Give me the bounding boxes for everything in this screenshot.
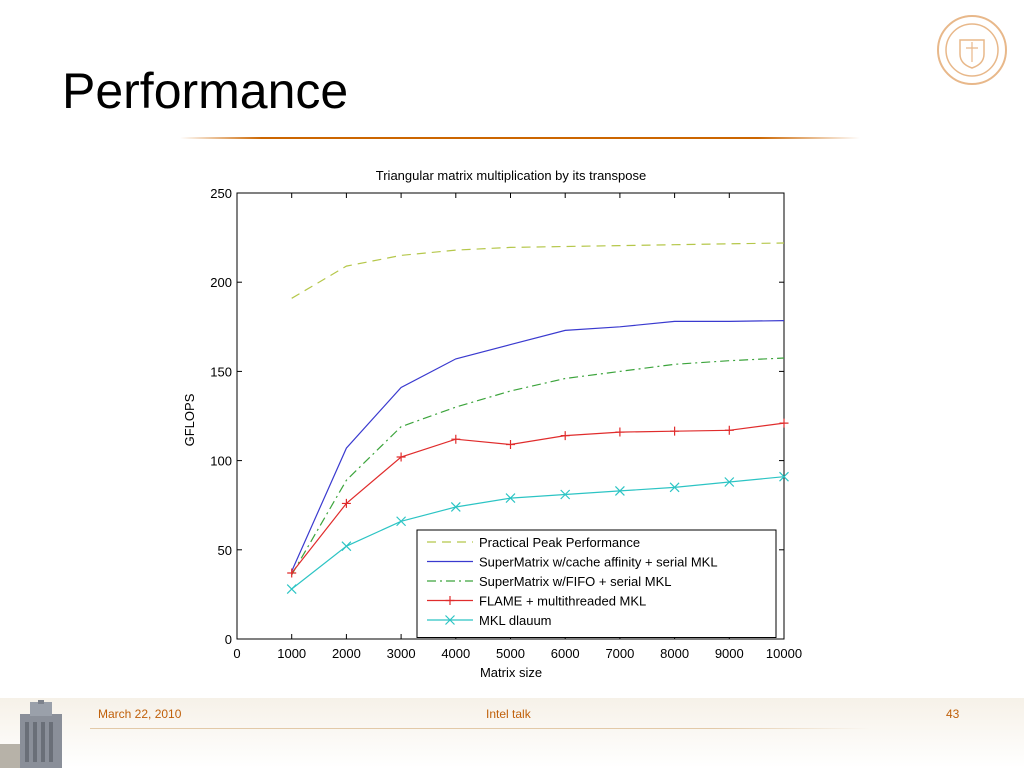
university-seal-icon (937, 15, 1007, 85)
legend-label: Practical Peak Performance (479, 535, 640, 550)
series-marker (779, 418, 789, 428)
y-tick-label: 150 (210, 364, 232, 379)
series-marker (670, 426, 680, 436)
x-tick-label: 10000 (766, 646, 802, 661)
series-marker (286, 584, 297, 594)
x-tick-label: 5000 (496, 646, 525, 661)
y-tick-label: 250 (210, 186, 232, 201)
x-tick-label: 2000 (332, 646, 361, 661)
x-tick-label: 1000 (277, 646, 306, 661)
series-marker (450, 502, 461, 512)
legend: Practical Peak Performance SuperMatrix w/… (416, 529, 777, 638)
x-tick-label: 7000 (605, 646, 634, 661)
tower-icon (0, 700, 62, 768)
chart-svg: Triangular matrix multiplication by its … (182, 168, 802, 680)
footer-divider (90, 728, 870, 729)
footer-band (0, 698, 1024, 768)
chart-title: Triangular matrix multiplication by its … (376, 168, 646, 183)
axes: 0 1000 2000 3000 4000 5000 6000 7000 8000 9000 100… (210, 186, 802, 661)
footer-title: Intel talk (486, 707, 531, 721)
series-marker (560, 489, 571, 500)
y-tick-label: 200 (210, 275, 232, 290)
legend-label: MKL dlauum (479, 613, 552, 628)
x-tick-label: 4000 (441, 646, 470, 661)
series-line (291, 320, 785, 572)
x-tick-label: 3000 (387, 646, 416, 661)
legend-marker (445, 615, 455, 625)
legend-label: SuperMatrix w/cache affinity + serial MK… (479, 555, 718, 570)
series-marker (506, 440, 515, 450)
x-tick-label: 0 (233, 646, 240, 661)
title-divider (180, 137, 860, 139)
series-line (291, 242, 785, 299)
footer-date: March 22, 2010 (98, 707, 182, 721)
x-tick-label: 6000 (551, 646, 580, 661)
slide-title: Performance (62, 63, 349, 119)
y-axis-label: GFLOPS (182, 393, 197, 446)
page-number: 43 (946, 707, 960, 721)
series-marker (341, 541, 352, 552)
series-marker (779, 471, 789, 482)
series-line (291, 357, 785, 576)
series-lines (286, 242, 789, 594)
series-marker (341, 498, 351, 508)
series-marker (724, 425, 734, 435)
series-marker (669, 482, 680, 493)
chart: Triangular matrix multiplication by its … (160, 160, 820, 688)
legend-label: SuperMatrix w/FIFO + serial MKL (479, 574, 672, 589)
series-marker (560, 431, 570, 441)
series-marker (615, 427, 625, 437)
series-marker (396, 452, 406, 462)
series-line (291, 422, 785, 574)
y-tick-label: 50 (218, 543, 232, 558)
x-tick-label: 9000 (715, 646, 744, 661)
y-tick-label: 0 (225, 632, 232, 647)
series-marker (287, 568, 297, 578)
series-line (291, 476, 785, 590)
series-marker (724, 477, 735, 487)
series-marker (451, 434, 461, 444)
legend-marker (445, 596, 455, 605)
legend-box (416, 529, 777, 638)
series-marker (614, 486, 625, 496)
series-marker (396, 516, 407, 527)
x-axis-label: Matrix size (480, 665, 542, 680)
y-tick-label: 100 (210, 454, 232, 469)
series-marker (505, 493, 516, 503)
x-tick-label: 8000 (660, 646, 689, 661)
legend-label: FLAME + multithreaded MKL (479, 594, 646, 609)
